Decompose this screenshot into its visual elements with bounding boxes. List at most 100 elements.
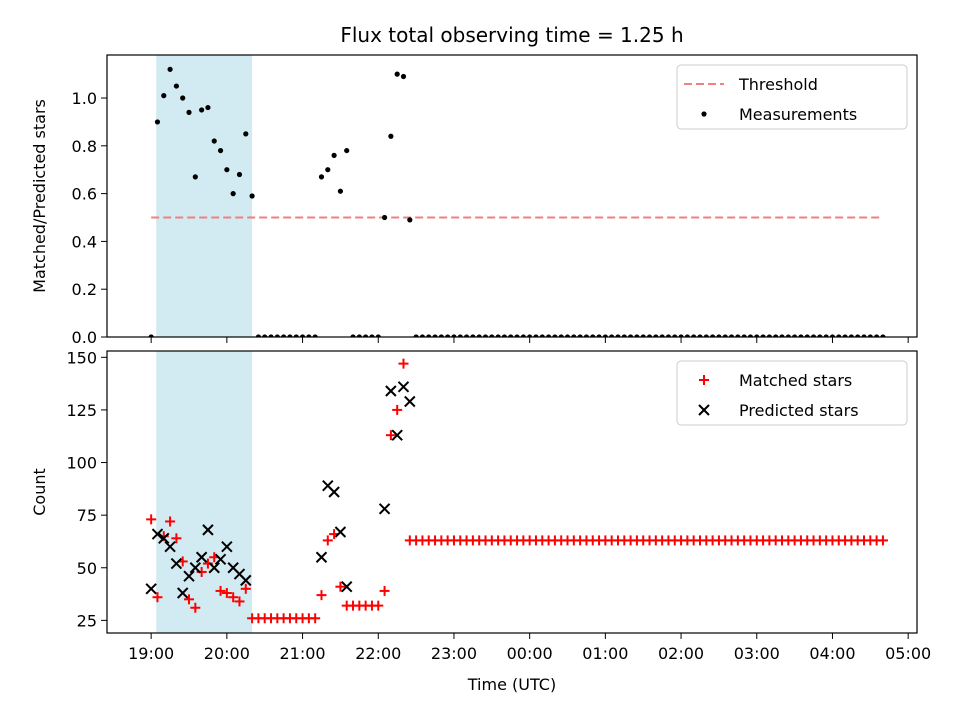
measurement-point <box>463 334 470 337</box>
measurement-point <box>747 334 754 337</box>
predicted-star-point <box>164 541 176 553</box>
measurement-point <box>691 334 697 337</box>
measurement-point <box>344 147 350 154</box>
matched-star-point <box>310 613 321 624</box>
measurement-point <box>419 334 426 337</box>
predicted-star-point <box>341 580 353 593</box>
measurement-point <box>514 334 520 337</box>
matched-star-point <box>234 596 245 607</box>
measurement-point <box>545 334 552 337</box>
measurement-point <box>312 334 318 337</box>
measurement-point <box>482 334 489 337</box>
matched-star-point <box>392 404 403 415</box>
predicted-star-point <box>202 524 214 536</box>
predicted-star-point <box>208 562 220 574</box>
measurement-point <box>735 334 741 337</box>
measurement-point <box>716 334 722 337</box>
measurement-point <box>489 334 495 337</box>
measurement-point <box>299 334 306 337</box>
measurement-point <box>615 334 621 337</box>
measurement-point <box>577 334 583 337</box>
matched-star-point <box>221 588 232 599</box>
measurement-point <box>356 334 362 337</box>
measurement-point <box>268 334 274 337</box>
axes-frame <box>106 54 918 338</box>
measurement-point <box>527 334 533 337</box>
measurement-point <box>350 334 356 337</box>
measurement-point <box>381 214 388 221</box>
measurement-point <box>236 171 243 178</box>
predicted-star-point <box>385 385 397 397</box>
measurement-point <box>760 334 766 337</box>
predicted-star-point <box>315 551 328 563</box>
measurement-point <box>640 334 646 337</box>
predicted-star-point <box>183 570 195 582</box>
matched-star-point <box>190 602 201 613</box>
measurement-point <box>602 334 608 337</box>
measurement-point <box>205 104 211 111</box>
measurement-point <box>281 334 287 337</box>
measurement-point <box>621 334 627 337</box>
y-tick-label: 0.4 <box>72 232 97 251</box>
measurement-point <box>533 334 539 337</box>
matched-star-point <box>152 592 163 603</box>
measurement-point <box>804 334 810 337</box>
measurement-point <box>211 138 217 144</box>
measurement-point <box>627 334 634 337</box>
legend: Matched stars Predicted stars <box>676 360 908 426</box>
predicted-star-point <box>378 503 391 515</box>
measurement-point <box>161 93 167 99</box>
measurement-point <box>369 334 375 337</box>
measurement-point <box>722 334 728 337</box>
measurement-point <box>880 334 886 337</box>
predicted-star-point <box>328 486 340 498</box>
measurement-point <box>274 334 280 337</box>
measurement-point <box>230 191 236 197</box>
measurement-point <box>394 71 400 77</box>
matched-star-point <box>322 535 333 546</box>
legend-box <box>676 64 908 130</box>
measurement-point <box>785 334 791 337</box>
x-tick-label: 02:00 <box>658 644 704 663</box>
measurement-point <box>217 147 224 154</box>
measurement-point <box>325 167 331 173</box>
measurement-point <box>703 334 709 337</box>
x-tick-label: 05:00 <box>885 644 931 663</box>
y-tick-label: 0.2 <box>72 280 97 299</box>
measurement-point <box>457 334 463 337</box>
measurement-point <box>810 334 817 337</box>
y-tick-label: 125 <box>66 401 97 420</box>
measurement-point <box>470 334 476 337</box>
measurement-point <box>306 334 312 337</box>
predicted-star-point <box>170 557 183 570</box>
measurement-point <box>590 334 596 337</box>
y-tick-label: 25 <box>77 611 97 630</box>
measurement-point <box>495 334 501 337</box>
measurement-point <box>255 334 262 337</box>
measurement-point <box>508 334 514 337</box>
measurement-point <box>665 334 672 337</box>
matched-star-point <box>385 430 396 441</box>
observing-span-band <box>156 351 253 633</box>
measurement-point <box>653 334 659 337</box>
measurement-point <box>224 167 230 173</box>
measurement-point <box>337 188 344 194</box>
measurement-point <box>659 334 665 337</box>
measurement-point <box>539 334 545 337</box>
measurement-point <box>167 66 173 72</box>
legend-label: Predicted stars <box>739 401 859 420</box>
legend-label: Measurements <box>739 105 857 124</box>
measurement-point <box>564 334 571 337</box>
measurement-point <box>375 334 381 337</box>
measurement-point <box>426 334 432 337</box>
predicted-star-point <box>195 551 208 563</box>
measurement-point <box>874 334 880 337</box>
y-axis-label: Count <box>30 468 49 516</box>
x-tick-label: 21:00 <box>280 644 326 663</box>
measurement-point <box>646 334 653 337</box>
measurement-point <box>842 334 848 337</box>
measurement-point <box>413 334 419 337</box>
measurement-point <box>501 334 508 337</box>
observing-span-band <box>156 55 253 337</box>
measurement-point <box>741 334 747 337</box>
